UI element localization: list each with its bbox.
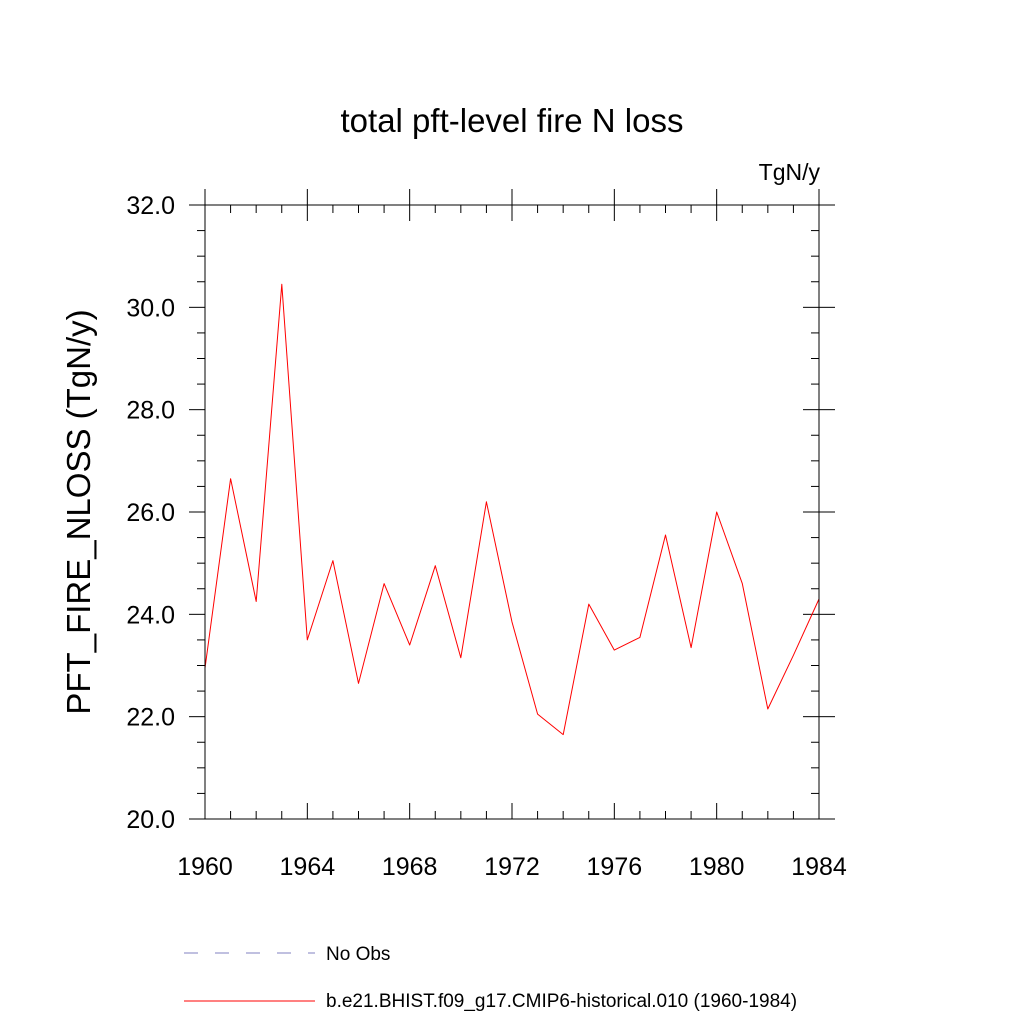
units-label: TgN/y [759, 159, 821, 185]
axis-tick-labels: 1960 1964 1968 1972 1976 1980 1984 20.0 22.0 24.0… [126, 192, 847, 881]
x-tick-label: 1972 [484, 853, 540, 881]
x-tick-label: 1968 [382, 853, 438, 881]
chart-title: total pft-level fire N loss [341, 102, 684, 139]
y-tick-label: 20.0 [126, 806, 175, 834]
x-tick-label: 1976 [587, 853, 643, 881]
axis-ticks [189, 189, 835, 820]
x-tick-label: 1964 [280, 853, 336, 881]
y-tick-label: 24.0 [126, 601, 175, 629]
x-tick-label: 1984 [791, 853, 847, 881]
x-tick-label: 1960 [177, 853, 233, 881]
legend-label-no-obs: No Obs [326, 944, 390, 965]
y-tick-label: 30.0 [126, 294, 175, 322]
series-layer [204, 283, 820, 736]
y-tick-label: 32.0 [126, 192, 175, 220]
series-line [204, 283, 820, 736]
legend: No Obs b.e21.BHIST.f09_g17.CMIP6-histori… [184, 944, 797, 1012]
y-tick-label: 26.0 [126, 499, 175, 527]
x-tick-label: 1980 [689, 853, 745, 881]
y-axis-label: PFT_FIRE_NLOSS (TgN/y) [60, 309, 97, 714]
legend-label-model-run: b.e21.BHIST.f09_g17.CMIP6-historical.010… [326, 991, 797, 1012]
plot-frame [204, 204, 820, 820]
y-tick-label: 28.0 [126, 397, 175, 425]
y-tick-label: 22.0 [126, 704, 175, 732]
